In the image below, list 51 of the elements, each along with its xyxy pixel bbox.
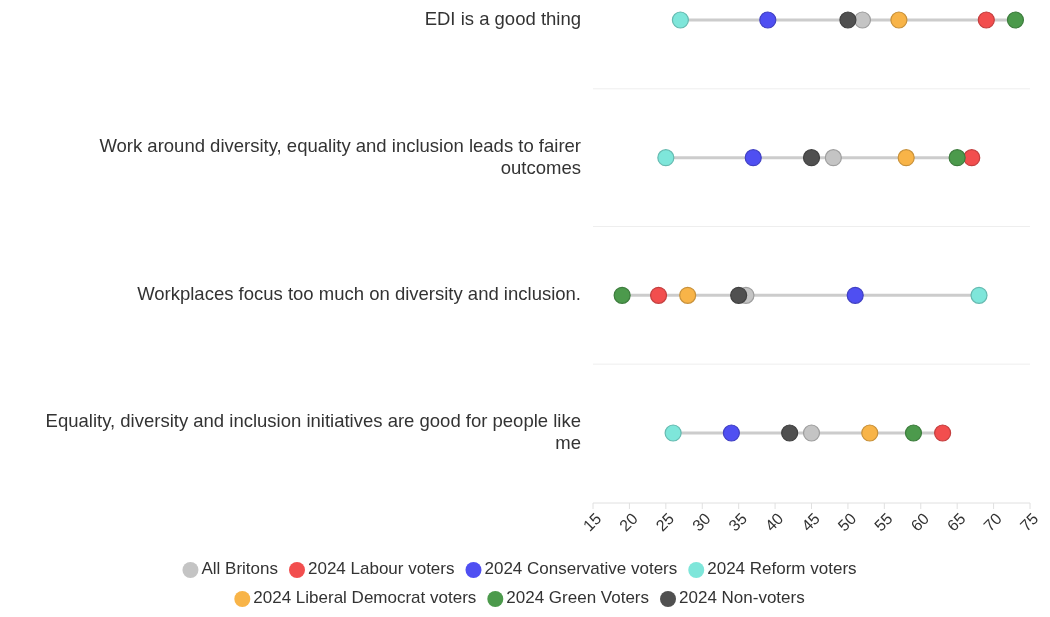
legend-label: 2024 Reform voters bbox=[707, 559, 857, 579]
point bbox=[759, 11, 777, 29]
y-tick-label: Work around diversity, equality and inclusion leads to fairer outcomes bbox=[99, 134, 581, 178]
x-tick-label: 75 bbox=[1016, 509, 1042, 535]
x-tick-label: 20 bbox=[616, 509, 641, 535]
legend-label: All Britons bbox=[201, 559, 278, 579]
point bbox=[781, 424, 799, 442]
point bbox=[839, 11, 857, 29]
point bbox=[730, 286, 748, 304]
legend-label: 2024 Labour voters bbox=[307, 559, 455, 579]
point bbox=[824, 149, 842, 167]
point bbox=[802, 424, 821, 442]
x-tick-label: 30 bbox=[689, 509, 714, 535]
point bbox=[722, 424, 740, 442]
point bbox=[744, 149, 762, 167]
point bbox=[977, 11, 995, 29]
point bbox=[613, 286, 631, 304]
point bbox=[890, 11, 908, 29]
x-tick-label: 60 bbox=[907, 509, 933, 535]
point bbox=[853, 11, 872, 29]
point bbox=[657, 149, 675, 167]
point bbox=[963, 149, 981, 167]
x-tick-label: 35 bbox=[725, 509, 751, 535]
point bbox=[802, 149, 821, 167]
point bbox=[671, 11, 689, 29]
x-tick-label: 25 bbox=[652, 509, 678, 535]
point bbox=[861, 424, 879, 442]
x-tick-label: 15 bbox=[579, 509, 605, 535]
y-tick-label: EDI is a good thing bbox=[424, 7, 581, 29]
x-tick-label: 45 bbox=[798, 509, 823, 535]
legend-label: 2024 Conservative voters bbox=[484, 559, 678, 579]
point bbox=[1006, 11, 1025, 29]
x-tick-label: 65 bbox=[943, 509, 969, 535]
point bbox=[664, 424, 682, 442]
x-tick-label: 40 bbox=[761, 509, 787, 535]
legend-label: 2024 Liberal Democrat voters bbox=[253, 588, 477, 608]
point bbox=[970, 286, 988, 304]
point bbox=[948, 149, 966, 167]
point bbox=[846, 286, 864, 304]
x-tick-label: 50 bbox=[834, 509, 860, 535]
y-tick-label: Equality, diversity and inclusion initiatives are good for people like me bbox=[45, 409, 581, 453]
point bbox=[897, 149, 915, 167]
point bbox=[649, 286, 668, 304]
legend-label: 2024 Non-voters bbox=[679, 588, 805, 608]
x-tick-label: 55 bbox=[871, 509, 896, 535]
point bbox=[934, 424, 952, 442]
point bbox=[679, 286, 697, 304]
point bbox=[904, 424, 923, 442]
legend-label: 2024 Green Voters bbox=[506, 588, 650, 608]
x-tick-label: 70 bbox=[980, 509, 1006, 535]
y-tick-label: Workplaces focus too much on diversity and inclusion. bbox=[137, 283, 581, 305]
